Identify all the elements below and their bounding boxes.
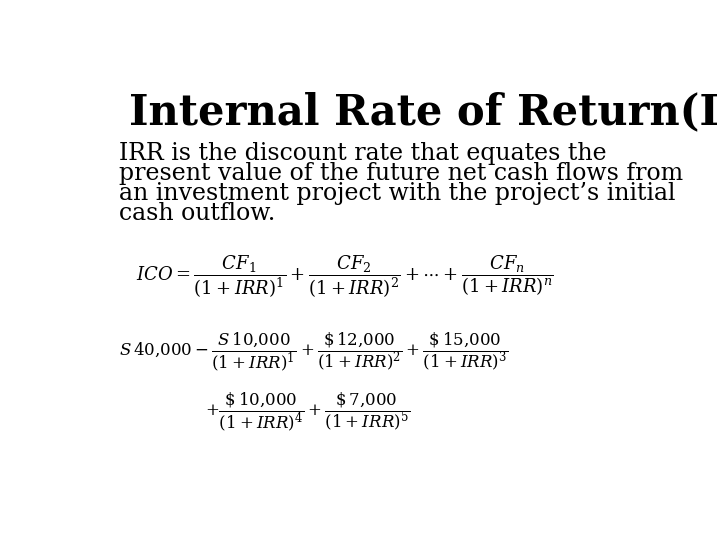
Text: IRR is the discount rate that equates the: IRR is the discount rate that equates th… <box>120 142 607 165</box>
Text: Internal Rate of Return(IRR): Internal Rate of Return(IRR) <box>129 92 720 134</box>
Text: $\mathit{ICO} = \dfrac{\mathit{CF}_1}{(1 + \mathit{IRR})^1} + \dfrac{\mathit{CF}: $\mathit{ICO} = \dfrac{\mathit{CF}_1}{(1… <box>137 253 554 300</box>
Text: $\mathit{S}\,40{,}000 - \dfrac{\mathit{S}\,10{,}000}{(1 + \mathit{IRR})^1} + \df: $\mathit{S}\,40{,}000 - \dfrac{\mathit{S… <box>120 330 509 373</box>
Text: cash outflow.: cash outflow. <box>120 202 276 225</box>
Text: $+ \dfrac{\mathit{\$}\,10{,}000}{(1 + \mathit{IRR})^4} + \dfrac{\mathit{\$}\,7{,: $+ \dfrac{\mathit{\$}\,10{,}000}{(1 + \m… <box>204 390 410 433</box>
Text: an investment project with the project’s initial: an investment project with the project’s… <box>120 182 676 205</box>
Text: present value of the future net cash flows from: present value of the future net cash flo… <box>120 162 683 185</box>
